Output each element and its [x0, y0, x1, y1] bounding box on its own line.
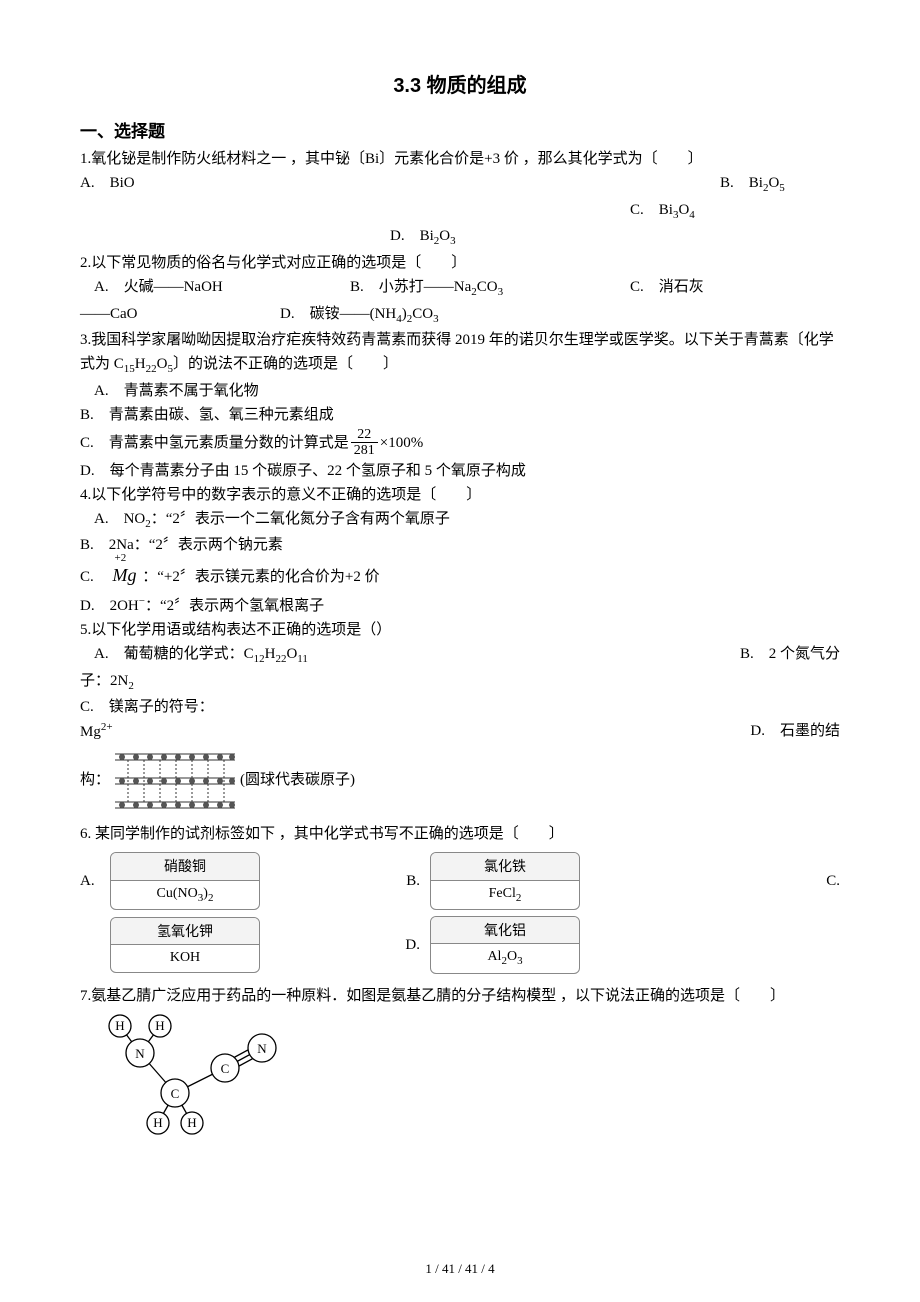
q2-opt-b: B. 小苏打——Na2CO3: [350, 275, 630, 302]
q5-gou-post: (圆球代表碳原子): [240, 768, 355, 792]
page-footer: 1 / 41 / 41 / 4: [0, 1259, 920, 1280]
q6-b-letter: B.: [260, 869, 430, 893]
question-2: 2.以下常见物质的俗名与化学式对应正确的选项是〔 〕 A. 火碱——NaOH B…: [80, 251, 840, 328]
q2-stem: 2.以下常见物质的俗名与化学式对应正确的选项是〔 〕: [80, 251, 840, 275]
q5-opt-c: C. 镁离子的符号：: [80, 695, 840, 719]
svg-text:H: H: [115, 1018, 124, 1033]
q4-opt-b: B. 2Na：“2〞表示两个钠元素: [80, 533, 840, 557]
q7-stem: 7.氨基乙腈广泛应用于药品的一种原料．如图是氨基乙腈的分子结构模型 ，以下说法正…: [80, 984, 840, 1008]
q4-stem: 4.以下化学符号中的数字表示的意义不正确的选项是〔 〕: [80, 483, 840, 507]
q6-d-letter: D.: [260, 933, 430, 957]
question-3: 3.我国科学家屠呦呦因提取治疗疟疾特效药青蒿素而获得 2019 年的诺贝尔生理学…: [80, 328, 840, 482]
page-title: 3.3 物质的组成: [80, 70, 840, 102]
q6-stem: 6. 某同学制作的试剂标签如下 ，其中化学式书写不正确的选项是〔 〕: [80, 822, 840, 846]
q6-label-d: 氧化铝 Al2O3: [430, 916, 580, 974]
q2-opt-d: D. 碳铵——(NH4)2CO3: [280, 302, 439, 329]
q6-label-b: 氯化铁 FeCl2: [430, 852, 580, 910]
q5-gou-label: 构：: [80, 768, 110, 792]
q6-c-letter: C.: [826, 869, 840, 893]
svg-text:C: C: [171, 1086, 180, 1101]
q4-opt-d: D. 2OH−：“2〞表示两个氢氧根离子: [80, 593, 840, 618]
question-4: 4.以下化学符号中的数字表示的意义不正确的选项是〔 〕 A. NO2：“2〞表示…: [80, 483, 840, 619]
q6-label-a: 硝酸铜 Cu(NO3)2: [110, 852, 260, 910]
svg-text:N: N: [257, 1041, 267, 1056]
section-heading: 一、选择题: [80, 118, 840, 145]
svg-text:H: H: [187, 1115, 196, 1130]
q3-opt-c: C. 青蒿素中氢元素质量分数的计算式是 22 281 ×100%: [80, 427, 840, 459]
svg-text:H: H: [153, 1115, 162, 1130]
q4-opt-a: A. NO2：“2〞表示一个二氧化氮分子含有两个氧原子: [80, 507, 840, 534]
q2-opt-c: C. 消石灰: [630, 275, 704, 302]
svg-text:H: H: [155, 1018, 164, 1033]
q1-opt-d: D. Bi2O3: [80, 224, 840, 251]
q1-opt-c: C. Bi3O4: [80, 198, 840, 225]
question-6: 6. 某同学制作的试剂标签如下 ，其中化学式书写不正确的选项是〔 〕 A. 硝酸…: [80, 822, 840, 974]
question-7: 7.氨基乙腈广泛应用于药品的一种原料．如图是氨基乙腈的分子结构模型 ，以下说法正…: [80, 984, 840, 1138]
mg-valence-symbol: +2 Mg: [113, 557, 137, 593]
q3-opt-a: A. 青蒿素不属于氧化物: [80, 379, 840, 403]
q5-opt-d: D. 石墨的结: [750, 719, 840, 744]
q1-stem: 1.氧化铋是制作防火纸材料之一 ，其中铋〔Bi〕元素化合价是+3 价 ，那么其化…: [80, 147, 840, 171]
q5-opt-b: B. 2 个氮气分: [740, 642, 840, 669]
question-1: 1.氧化铋是制作防火纸材料之一 ，其中铋〔Bi〕元素化合价是+3 价 ，那么其化…: [80, 147, 840, 251]
q1-opt-b: B. Bi2O5: [720, 171, 785, 198]
q6-label-c: 氢氧化钾 KOH: [110, 917, 260, 973]
q4-opt-c: C. +2 Mg ：“+2〞表示镁元素的化合价为+2 价: [80, 557, 840, 593]
question-5: 5.以下化学用语或结构表达不正确的选项是（） A. 葡萄糖的化学式：C12H22…: [80, 618, 840, 816]
molecule-model-icon: H H N C H H C N: [80, 1008, 280, 1138]
q5-line2: 子：2N2: [80, 669, 840, 696]
fraction: 22 281: [351, 427, 378, 459]
svg-text:N: N: [135, 1046, 145, 1061]
q2-cao: ——CaO: [80, 302, 280, 329]
q3-stem: 3.我国科学家屠呦呦因提取治疗疟疾特效药青蒿素而获得 2019 年的诺贝尔生理学…: [80, 328, 840, 379]
q1-opt-a: A. BiO: [80, 171, 720, 198]
graphite-structure-icon: [110, 744, 240, 816]
q5-stem: 5.以下化学用语或结构表达不正确的选项是（）: [80, 618, 840, 642]
q5-opt-a: A. 葡萄糖的化学式：C12H22O11: [80, 642, 510, 669]
q3-opt-b: B. 青蒿素由碳、氢、氧三种元素组成: [80, 403, 840, 427]
q3-opt-d: D. 每个青蒿素分子由 15 个碳原子、22 个氢原子和 5 个氧原子构成: [80, 459, 840, 483]
q5-mg-ion: Mg2+: [80, 719, 113, 744]
q6-a-letter: A.: [80, 869, 110, 893]
svg-text:C: C: [221, 1061, 230, 1076]
q2-opt-a: A. 火碱——NaOH: [80, 275, 350, 302]
